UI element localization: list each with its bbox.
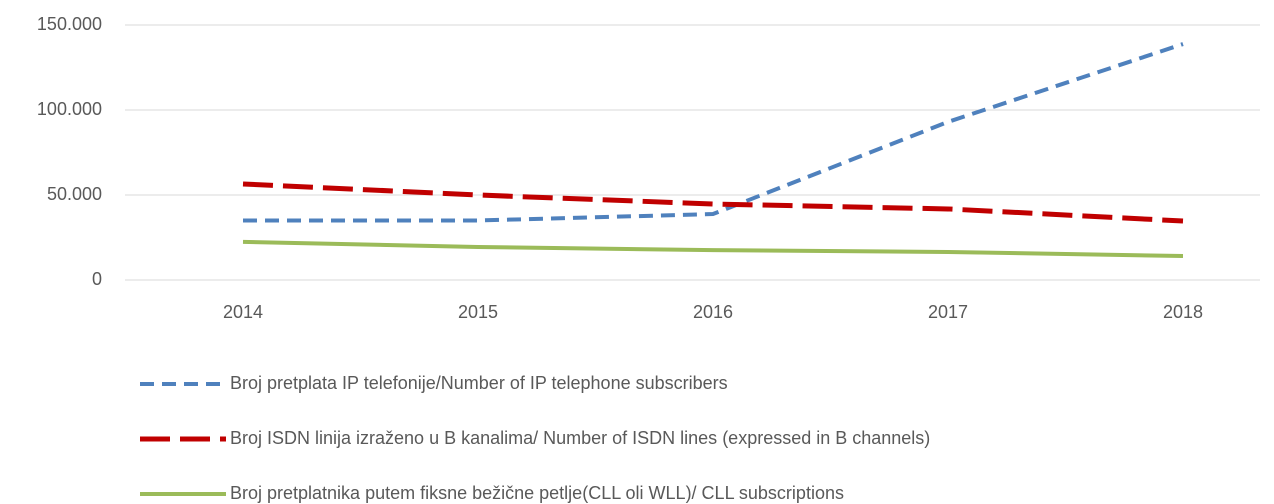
y-tick-label: 50.000 xyxy=(47,184,102,204)
legend-label: Broj pretplata IP telefonije/Number of I… xyxy=(230,373,728,393)
x-tick-label: 2017 xyxy=(928,302,968,322)
y-tick-label: 0 xyxy=(92,269,102,289)
series-line xyxy=(242,181,1184,224)
y-tick-label: 150.000 xyxy=(37,14,102,34)
x-tick-label: 2015 xyxy=(458,302,498,322)
y-tick-label: 100.000 xyxy=(37,99,102,119)
x-tick-label: 2014 xyxy=(223,302,263,322)
x-tick-label: 2018 xyxy=(1163,302,1203,322)
series-line xyxy=(242,239,1184,259)
legend-label: Broj pretplatnika putem fiksne bežične p… xyxy=(230,483,844,503)
x-tick-label: 2016 xyxy=(693,302,733,322)
legend-label: Broj ISDN linija izraženo u B kanalima/ … xyxy=(230,428,930,448)
series-line xyxy=(243,42,1184,223)
